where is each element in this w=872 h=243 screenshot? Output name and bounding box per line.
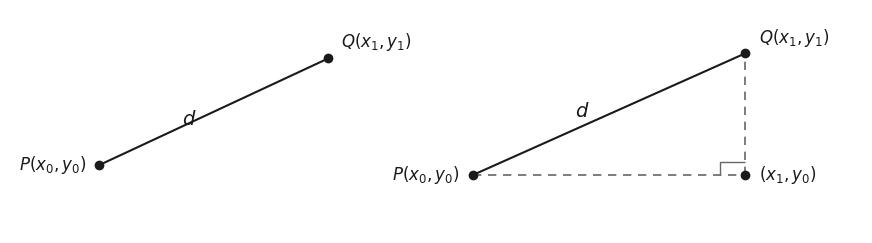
Text: $Q(x_1,y_1)$: $Q(x_1,y_1)$ <box>759 26 829 49</box>
Text: $P(x_0,y_0)$: $P(x_0,y_0)$ <box>19 154 86 176</box>
Text: $d$: $d$ <box>182 110 196 129</box>
Text: $(x_1,y_0)$: $(x_1,y_0)$ <box>759 164 816 186</box>
Text: $P(x_0,y_0)$: $P(x_0,y_0)$ <box>392 164 460 186</box>
Text: $d$: $d$ <box>575 102 589 121</box>
Text: $Q(x_1,y_1)$: $Q(x_1,y_1)$ <box>341 31 412 53</box>
